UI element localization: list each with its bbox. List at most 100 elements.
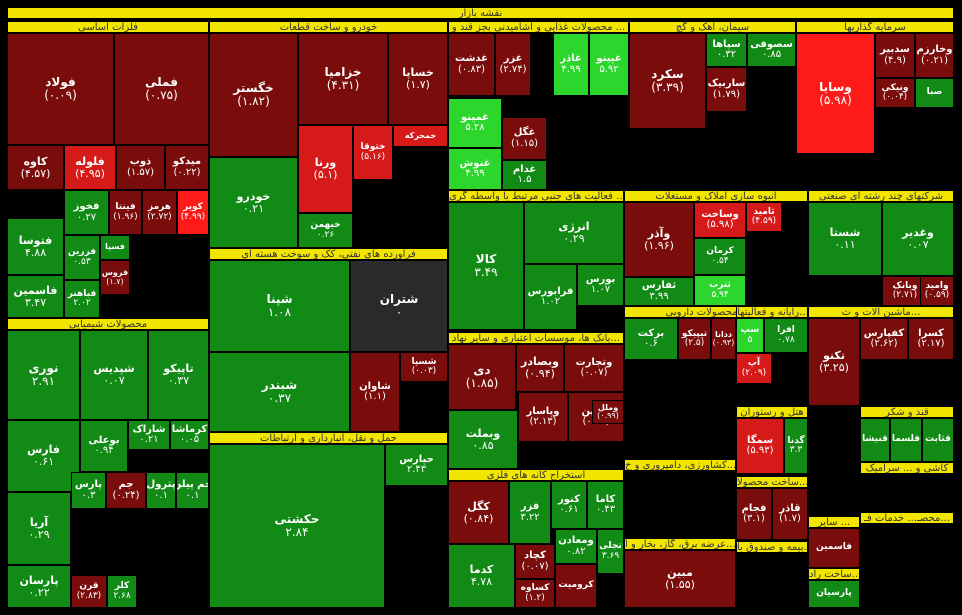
stock-tile[interactable]: غنوش ۴.۹۹: [448, 148, 502, 190]
stock-tile[interactable]: غدشت (۰.۸۳): [448, 33, 495, 96]
stock-tile[interactable]: شاراک ۰.۲۱: [128, 420, 170, 450]
sector-header[interactable]: ساخت محصولا...: [736, 476, 808, 488]
stock-tile[interactable]: شپنا ۱.۰۸: [209, 260, 350, 352]
stock-tile[interactable]: غزر (۲.۷۴): [495, 33, 531, 96]
stock-tile[interactable]: کالا ۳.۴۹: [448, 202, 524, 330]
stock-tile[interactable]: سپاها ۰.۳۲: [706, 33, 747, 67]
stock-tile[interactable]: فاسمین ۳.۴۷: [7, 275, 64, 318]
stock-tile[interactable]: آریا ۰.۲۹: [7, 492, 71, 565]
stock-tile[interactable]: کگل (۰.۸۴): [448, 481, 509, 544]
stock-tile[interactable]: خبهمن ۰.۲۶: [298, 213, 353, 248]
stock-tile[interactable]: سکرد (۳.۳۹): [629, 33, 706, 129]
sector-header[interactable]: فرآورده های نفتی، کک و سوخت هسته ای: [209, 248, 448, 260]
sector-header[interactable]: حمل و نقل، انبارداری و ارتباطات: [209, 432, 448, 444]
sector-header[interactable]: بانک ها، موسسات اعتباری و سایر نهاد...: [448, 332, 624, 344]
stock-tile[interactable]: قرن (۲.۸۳): [71, 575, 107, 608]
stock-tile[interactable]: هرمز (۲.۷۲): [142, 190, 177, 235]
stock-tile[interactable]: شبندر ۰.۳۷: [209, 352, 350, 432]
sector-header[interactable]: کاشی و ... سرامیک: [860, 462, 954, 474]
stock-tile[interactable]: فلوله (۴.۹۵): [64, 145, 116, 190]
stock-tile[interactable]: کسرا (۲.۱۷): [908, 318, 954, 360]
stock-tile[interactable]: خودرو ۰.۲۱: [209, 157, 298, 248]
stock-tile[interactable]: وخارزم (۰.۲۱): [915, 33, 954, 78]
stock-tile[interactable]: کساوه (۱.۲): [515, 579, 555, 608]
stock-tile[interactable]: شاوان (۱.۱): [350, 352, 400, 432]
stock-tile[interactable]: گدنا ۳.۳: [784, 418, 808, 474]
sector-header[interactable]: کشاورزی، دامپروری و خ...: [624, 459, 736, 471]
stock-tile[interactable]: مبین (۱.۵۵): [624, 550, 736, 608]
stock-tile[interactable]: بوعلی ۰.۹۴: [80, 420, 128, 472]
stock-tile[interactable]: کفپارس (۲.۶۲): [860, 318, 908, 360]
stock-tile[interactable]: فخوز ۰.۲۷: [64, 190, 109, 235]
sector-header[interactable]: محصولات شیمیایی: [7, 318, 209, 330]
stock-tile[interactable]: انرژی ۰.۲۹: [524, 202, 624, 264]
stock-tile[interactable]: غگل (۱.۱۵): [502, 117, 547, 160]
stock-tile[interactable]: فولاد (۰.۰۹): [7, 33, 114, 145]
stock-tile[interactable]: وپاسار (۲.۱۳): [518, 392, 568, 442]
stock-tile[interactable]: کاوه (۴.۵۷): [7, 145, 64, 190]
stock-tile[interactable]: فباهنر ۲.۰۲: [64, 280, 100, 318]
stock-tile[interactable]: وتجارت (۰.۰۷): [564, 344, 624, 392]
sector-header[interactable]: فعالیت های جنبی مرتبط با واسطه گری ...: [448, 190, 624, 202]
stock-tile[interactable]: غپینو ۵.۹۲: [589, 33, 629, 96]
stock-tile[interactable]: شستا ۰.۱۱: [808, 202, 882, 276]
stock-tile[interactable]: صبا: [915, 78, 954, 108]
sector-header[interactable]: هتل و رستوران: [736, 406, 808, 418]
stock-tile[interactable]: تکنو (۳.۲۵): [808, 318, 860, 406]
sector-header[interactable]: فلزات اساسی: [7, 21, 209, 33]
stock-tile[interactable]: کویر (۴.۹۹): [177, 190, 209, 235]
stock-tile[interactable]: خمحرکه: [393, 125, 448, 147]
sector-header[interactable]: سیمان، آهک و گچ: [629, 21, 796, 33]
stock-tile[interactable]: سصوفی ۰.۸۵: [747, 33, 796, 67]
stock-tile[interactable]: میدکو (۰.۲۲): [165, 145, 209, 190]
stock-tile[interactable]: وسایا (۵.۹۸): [796, 33, 875, 154]
sector-header[interactable]: محصـ... خدمات فـ...: [860, 512, 954, 524]
stock-tile[interactable]: سدبیر (۴.۹): [875, 33, 915, 78]
stock-tile[interactable]: فارس ۰.۶۱: [7, 420, 80, 492]
sector-header[interactable]: ماشین آلات و ت...: [808, 306, 954, 318]
stock-tile[interactable]: سپ ۵: [736, 318, 764, 353]
sector-header[interactable]: قند و شکر: [860, 406, 954, 418]
stock-tile[interactable]: فتوسا ۴.۸۸: [7, 218, 64, 275]
stock-tile[interactable]: ورنا (۵.۱): [298, 125, 353, 213]
stock-tile[interactable]: ونیکی (۰.۰۴): [875, 78, 915, 108]
stock-tile[interactable]: ددانا (۰.۹۳): [711, 318, 736, 360]
sector-header[interactable]: سایر ...: [808, 516, 860, 528]
sector-header[interactable]: ساخت راد...: [808, 568, 860, 580]
stock-tile[interactable]: خزامیا (۴.۳۱): [298, 33, 388, 125]
stock-tile[interactable]: پارسیان: [808, 580, 860, 608]
stock-tile[interactable]: ساربیک (۱.۷۹): [706, 67, 747, 112]
stock-tile[interactable]: فرابورس ۱.۰۲: [524, 264, 577, 330]
stock-tile[interactable]: وغدیر ۰.۰۷: [882, 202, 954, 276]
stock-tile[interactable]: غدام ۱.۵: [502, 160, 547, 190]
stock-tile[interactable]: کرمان ۰.۵۴: [694, 238, 746, 275]
stock-tile[interactable]: کاما ۰.۴۳: [587, 481, 624, 529]
stock-tile[interactable]: ثفارس ۳.۹۹: [624, 277, 694, 306]
stock-tile[interactable]: ذوب (۱.۵۷): [116, 145, 165, 190]
stock-tile[interactable]: شسپا (۰.۰۳): [400, 352, 448, 382]
stock-tile[interactable]: فزرین ۰.۵۳: [64, 235, 100, 280]
stock-tile[interactable]: فزر ۳.۲۲: [509, 481, 551, 544]
sector-header[interactable]: محصولات غذایی و آشامیدنی بجز قند و ...: [448, 21, 629, 33]
stock-tile[interactable]: وآذر (۱.۹۶): [624, 202, 694, 277]
sector-header[interactable]: خودرو و ساخت قطعات: [209, 21, 448, 33]
sector-header[interactable]: استخراج کانه های فلزی: [448, 469, 624, 481]
stock-tile[interactable]: فجام (۳.۱): [736, 488, 772, 540]
stock-tile[interactable]: جم پیلن۰.۱: [176, 472, 209, 509]
stock-tile[interactable]: قثابت: [922, 418, 954, 462]
stock-tile[interactable]: ومعادن ۰.۸۲: [555, 529, 597, 564]
stock-tile[interactable]: کنور ۰.۶۱: [551, 481, 587, 529]
stock-tile[interactable]: خساپا (۱.۷): [388, 33, 448, 125]
stock-tile[interactable]: وبملت ۰.۸۵: [448, 410, 518, 469]
stock-tile[interactable]: فروس (۱.۷): [100, 260, 130, 295]
stock-tile[interactable]: کچاد (۰.۰۷): [515, 544, 555, 579]
sector-header[interactable]: عرضه برق، گاز، بخار و آ...: [624, 538, 736, 550]
stock-tile[interactable]: حکشتی ۲.۸۴: [209, 444, 385, 608]
stock-tile[interactable]: فملی (۰.۷۵): [114, 33, 209, 145]
stock-tile[interactable]: وساخت (۵.۹۸): [694, 202, 746, 238]
sector-header[interactable]: انبوه سازی املاک و مستغلات: [624, 190, 808, 202]
stock-tile[interactable]: تاپیکو ۰.۳۷: [148, 330, 209, 420]
stock-tile[interactable]: شتران ۰: [350, 260, 448, 352]
stock-tile[interactable]: قاذر (۱.۷): [772, 488, 808, 540]
stock-tile[interactable]: کلر ۲.۶۸: [107, 575, 137, 608]
